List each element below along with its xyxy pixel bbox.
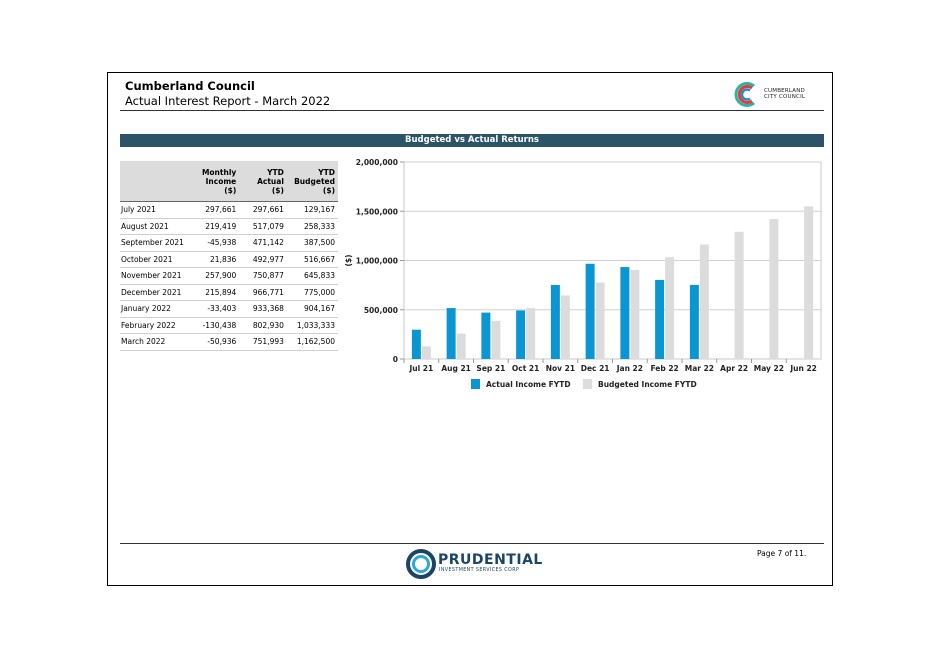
bar-budgeted <box>526 308 536 359</box>
table-row: July 2021 297,661 297,661 129,167 <box>120 201 338 219</box>
report-page: Cumberland Council Actual Interest Repor… <box>107 72 833 586</box>
x-tick-label: Nov 21 <box>546 364 575 373</box>
y-tick-label: 1,500,000 <box>356 207 398 216</box>
returns-bar-chart: 0 500,000 1,000,000 1,500,000 2,000,000 ($) Ju… <box>344 158 822 389</box>
bar-budgeted <box>491 320 501 359</box>
x-tick-label: May 22 <box>754 364 784 373</box>
x-tick-label: Oct 21 <box>512 364 539 373</box>
bar-budgeted <box>699 244 709 359</box>
bar-actual <box>516 310 526 359</box>
table-row: January 2022 -33,403 933,368 904,167 <box>120 300 338 318</box>
brand-name: PRUDENTIAL <box>438 552 543 568</box>
section-banner: Budgeted vs Actual Returns <box>120 134 824 147</box>
x-tick-label: Feb 22 <box>650 364 678 373</box>
bar-budgeted <box>421 346 431 359</box>
table-row: October 2021 21,836 492,977 516,667 <box>120 251 338 268</box>
cumberland-logo-icon <box>734 82 755 107</box>
prudential-logo-icon <box>406 549 436 579</box>
legend-swatch <box>583 379 592 389</box>
col-header-month <box>120 161 192 202</box>
table-row: February 2022 -130,438 802,930 1,033,333 <box>120 317 338 334</box>
x-tick-label: Jun 22 <box>789 364 817 373</box>
report-title: Actual Interest Report - March 2022 <box>125 94 331 108</box>
y-tick-label: 1,000,000 <box>356 257 398 266</box>
brand-subtitle: INVESTMENT SERVICES CORP <box>439 568 520 573</box>
col-header-ytd-budgeted: YTD Budgeted ($) <box>286 161 338 202</box>
y-tick-label: 0 <box>393 355 398 364</box>
bar-budgeted <box>595 282 605 359</box>
bar-actual <box>411 329 421 359</box>
table-row: December 2021 215,894 966,771 775,000 <box>120 284 338 301</box>
legend-label: Budgeted Income FYTD <box>598 380 697 389</box>
y-tick-label: 2,000,000 <box>356 158 398 167</box>
bar-budgeted <box>804 206 814 359</box>
header-divider <box>120 110 824 111</box>
returns-table: Monthly Income ($) YTD Actual ($) YTD Budgete… <box>120 161 338 351</box>
table-row: November 2021 257,900 750,877 645,833 <box>120 267 338 285</box>
bar-actual <box>446 308 456 359</box>
bar-budgeted <box>734 231 744 359</box>
footer-divider <box>120 543 824 544</box>
x-tick-label: Apr 22 <box>720 364 748 373</box>
y-tick-label: 500,000 <box>364 306 398 315</box>
bar-actual <box>481 312 491 359</box>
y-axis-label: ($) <box>344 254 353 266</box>
bar-actual <box>585 263 595 359</box>
bar-budgeted <box>630 269 640 359</box>
bar-budgeted <box>665 257 675 359</box>
bar-budgeted <box>456 333 466 359</box>
table-row: September 2021 -45,938 471,142 387,500 <box>120 234 338 252</box>
col-header-monthly-income: Monthly Income ($) <box>191 161 240 202</box>
council-name: Cumberland Council <box>125 79 255 93</box>
table-row: August 2021 219,419 517,079 258,333 <box>120 218 338 235</box>
x-tick-label: Jul 21 <box>409 364 434 373</box>
bar-budgeted <box>560 295 570 359</box>
x-tick-label: Dec 21 <box>581 364 610 373</box>
cumberland-logo-text: CUMBERLAND CITY COUNCIL <box>764 88 806 100</box>
x-tick-label: Jan 22 <box>616 364 643 373</box>
page-number: Page 7 of 11. <box>757 549 807 558</box>
table-row: March 2022 -50,936 751,993 1,162,500 <box>120 333 338 351</box>
x-tick-label: Aug 21 <box>441 364 471 373</box>
legend-swatch <box>471 379 480 389</box>
x-tick-label: Sep 21 <box>476 364 505 373</box>
x-tick-label: Mar 22 <box>685 364 714 373</box>
legend-label: Actual Income FYTD <box>486 380 571 389</box>
col-header-ytd-actual: YTD Actual ($) <box>239 161 287 202</box>
bar-actual <box>689 284 699 359</box>
bar-actual <box>655 279 665 359</box>
bar-actual <box>620 267 630 359</box>
bar-actual <box>550 285 560 359</box>
bar-budgeted <box>769 219 779 359</box>
